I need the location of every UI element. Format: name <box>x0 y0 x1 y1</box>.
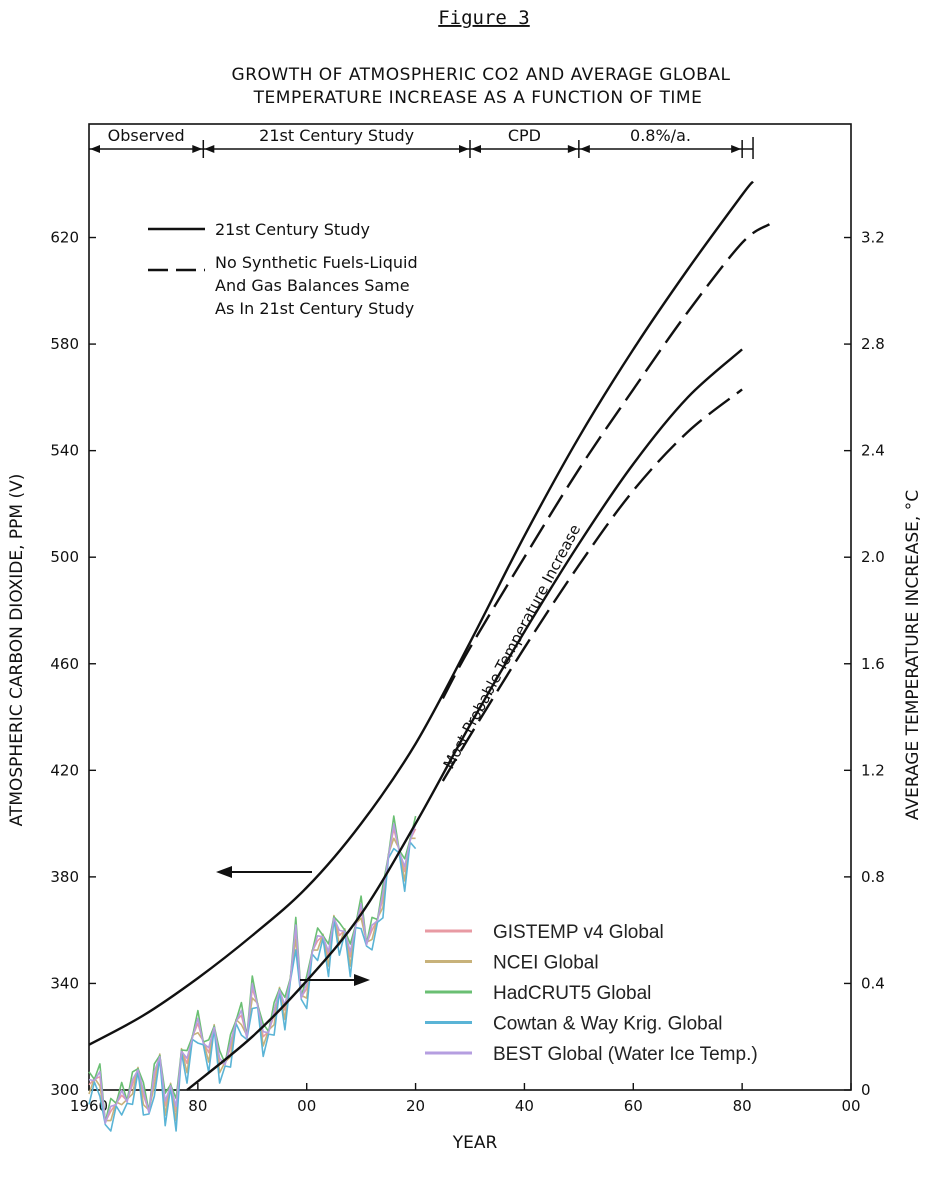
period-arrow-left <box>90 145 100 153</box>
y-right-tick-label: 0 <box>861 1081 871 1099</box>
y-right-tick-label: 2.4 <box>861 442 885 460</box>
period-label: Observed <box>108 126 185 145</box>
figure-label: Figure 3 <box>438 7 530 29</box>
x-tick-label: 00 <box>297 1097 316 1115</box>
legend-observed-label: HadCRUT5 Global <box>493 983 651 1004</box>
y-left-tick-label: 580 <box>50 335 79 353</box>
period-label: 21st Century Study <box>259 126 414 145</box>
y-left-tick-label: 540 <box>50 442 79 460</box>
x-axis: 1960 80 00 20 40 60 80 00 <box>70 1083 861 1115</box>
observed-line-4 <box>88 823 417 1125</box>
left-axis-arrow <box>216 866 312 878</box>
y-right-tick-label: 0.4 <box>861 974 885 992</box>
period-arrow-right <box>731 145 742 153</box>
right-axis-arrow <box>300 974 370 986</box>
y-axis-left: 300 340 380 420 460 500 540 580 620 <box>50 229 96 1099</box>
period-bar: Observed 21st Century Study CPD 0.8%/a. <box>89 126 754 159</box>
y-right-tick-label: 3.2 <box>861 229 885 247</box>
projection-line-0 <box>88 180 754 1046</box>
legend-observed-label: NCEI Global <box>493 953 599 974</box>
observed-line-3 <box>88 841 417 1132</box>
x-tick-label: 20 <box>406 1097 425 1115</box>
legend-dashed-label: And Gas Balances Same <box>215 276 410 295</box>
x-tick-label: 60 <box>624 1097 643 1115</box>
y-left-tick-label: 300 <box>50 1081 79 1099</box>
projection-line-2 <box>186 348 743 1091</box>
y-left-tick-label: 500 <box>50 548 79 566</box>
period-label: 0.8%/a. <box>630 126 691 145</box>
y-right-tick-label: 1.6 <box>861 655 885 673</box>
plot-frame <box>88 123 852 1091</box>
x-axis-label: YEAR <box>452 1133 498 1153</box>
y-left-tick-label: 380 <box>50 868 79 886</box>
x-tick-label: 00 <box>841 1097 860 1115</box>
period-arrow-left <box>204 145 215 153</box>
chart-title-line-1: GROWTH OF ATMOSPHERIC CO2 AND AVERAGE GL… <box>232 65 731 85</box>
x-tick-label: 40 <box>515 1097 534 1115</box>
y-axis-right: 0 0.4 0.8 1.2 1.6 2.0 2.4 2.8 3.2 <box>844 229 885 1099</box>
legend-observed-label: GISTEMP v4 Global <box>493 922 664 943</box>
x-tick-label: 1960 <box>70 1097 108 1115</box>
legend-dashed-label: No Synthetic Fuels-Liquid <box>215 253 418 272</box>
y-axis-right-label: AVERAGE TEMPERATURE INCREASE, °C <box>903 490 923 820</box>
legend-dashed-label: As In 21st Century Study <box>215 299 414 318</box>
observed-line-1 <box>88 837 416 1122</box>
period-arrow-right <box>459 145 469 153</box>
y-left-tick-label: 620 <box>50 229 79 247</box>
period-arrow-left <box>471 145 481 153</box>
projection-line-1 <box>441 223 771 699</box>
projection-series <box>88 180 771 1091</box>
legend-projections: 21st Century Study No Synthetic Fuels-Liq… <box>148 220 418 318</box>
observed-line-2 <box>88 815 417 1123</box>
x-tick-label: 80 <box>188 1097 207 1115</box>
legend-observed-label: BEST Global (Water Ice Temp.) <box>493 1044 758 1065</box>
y-axis-left-label: ATMOSPHERIC CARBON DIOXIDE, PPM (V) <box>7 474 27 827</box>
y-right-tick-label: 0.8 <box>861 868 885 886</box>
observed-series <box>88 815 417 1132</box>
y-right-tick-label: 2.8 <box>861 335 885 353</box>
projection-line-3 <box>441 388 743 782</box>
chart-title-line-2: TEMPERATURE INCREASE AS A FUNCTION OF TI… <box>253 88 703 108</box>
period-label: CPD <box>508 126 541 145</box>
legend-observed: GISTEMP v4 Global NCEI Global HadCRUT5 Glo… <box>425 922 758 1065</box>
y-left-tick-label: 460 <box>50 655 79 673</box>
y-right-tick-label: 2.0 <box>861 548 885 566</box>
x-tick-label: 80 <box>733 1097 752 1115</box>
period-arrow-right <box>567 145 578 153</box>
legend-solid-label: 21st Century Study <box>215 220 370 239</box>
period-arrow-left <box>579 145 590 153</box>
y-left-tick-label: 420 <box>50 761 79 779</box>
period-arrow-right <box>192 145 203 153</box>
legend-observed-label: Cowtan & Way Krig. Global <box>493 1014 723 1035</box>
y-left-tick-label: 340 <box>50 974 79 992</box>
y-right-tick-label: 1.2 <box>861 761 885 779</box>
